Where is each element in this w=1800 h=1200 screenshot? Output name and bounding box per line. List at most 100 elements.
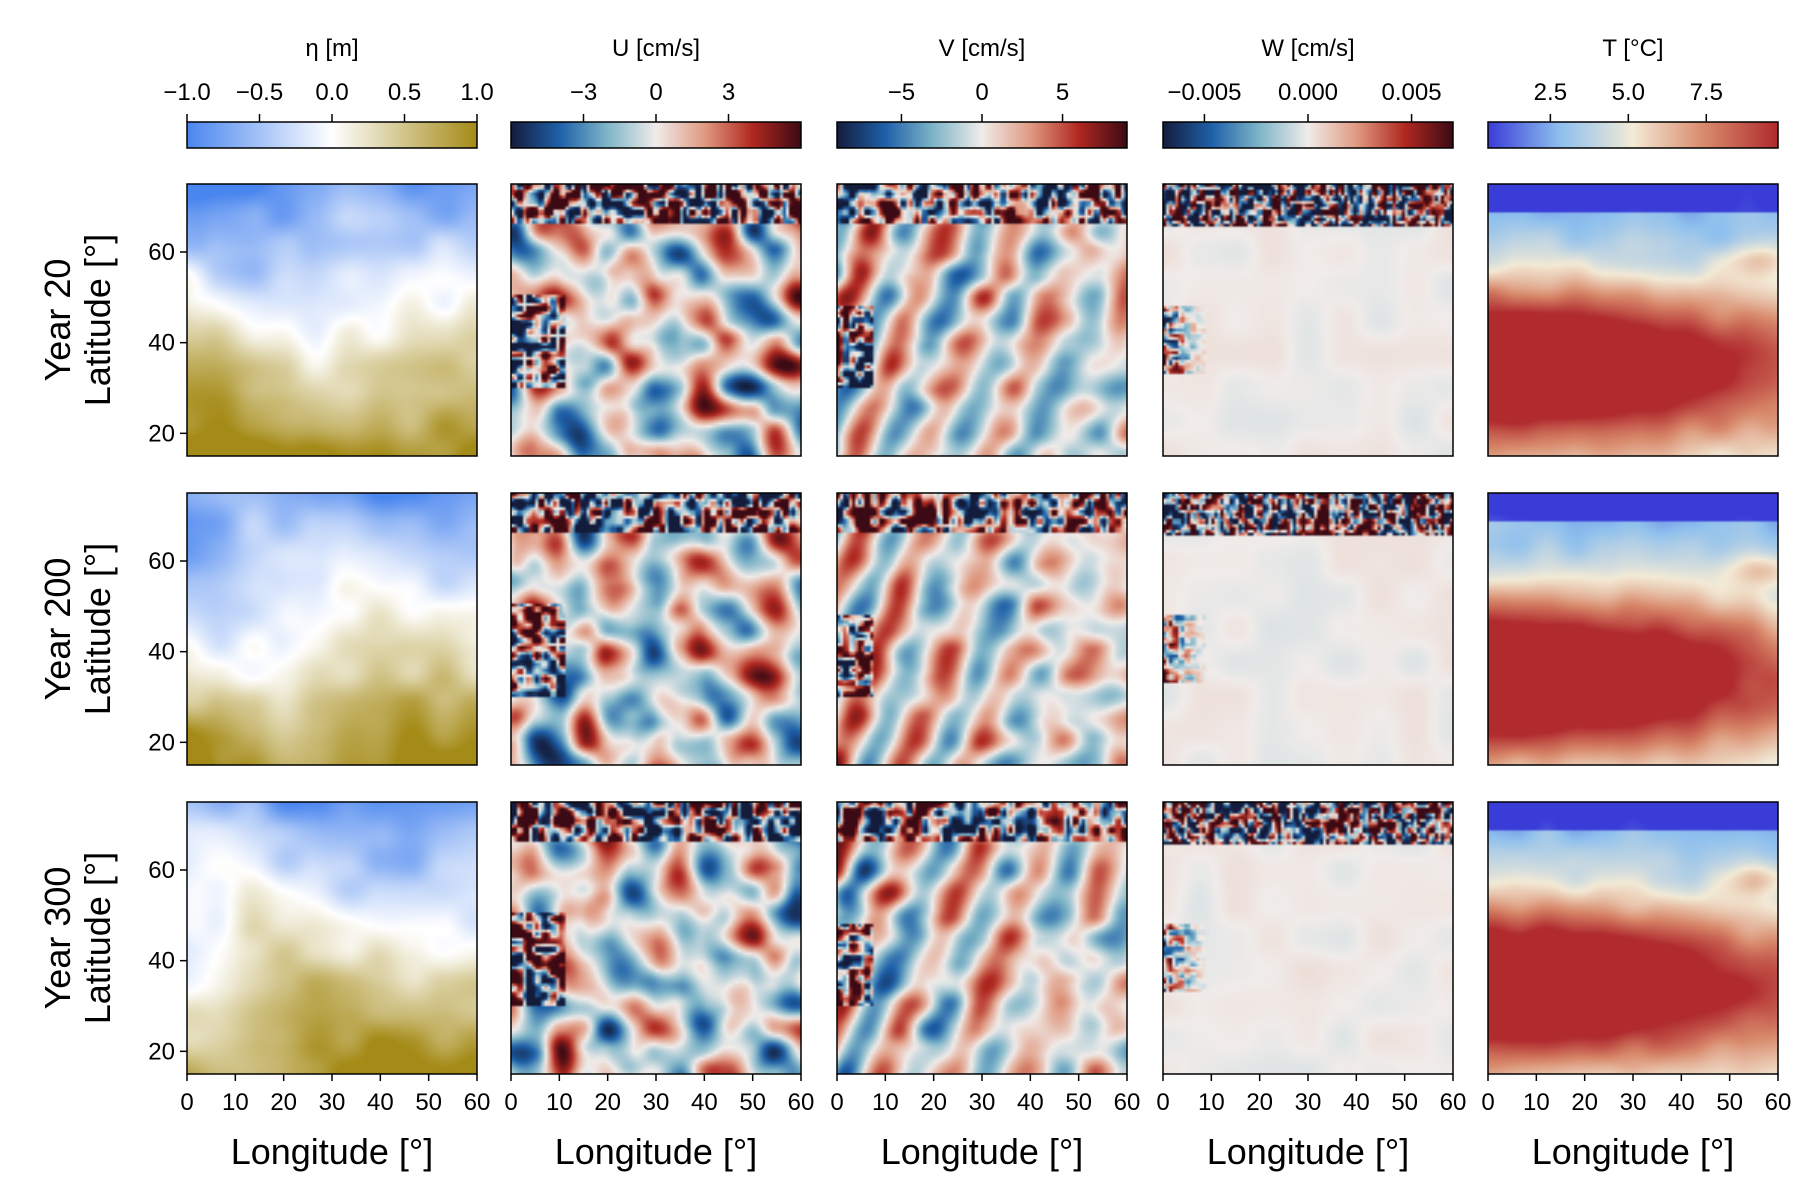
colorbar [1487, 121, 1779, 149]
y-tick-label: 60 [148, 857, 175, 884]
colorbar-tick-label: −0.005 [1167, 79, 1241, 106]
heatmap-frame [836, 183, 1128, 457]
y-tick-label: 60 [148, 239, 175, 266]
y-tick-label: 20 [148, 729, 175, 756]
x-tick-label: 10 [546, 1089, 573, 1116]
x-tick-label: 20 [594, 1089, 621, 1116]
colorbar-tick-label: 5 [1056, 79, 1069, 106]
x-tick-label: 50 [1391, 1089, 1418, 1116]
y-tick-label: 60 [148, 548, 175, 575]
colorbar [1162, 121, 1454, 149]
heatmap-image [837, 184, 1127, 456]
heatmap-image [187, 493, 477, 765]
y-axis-label: Latitude [°] [77, 543, 118, 716]
x-axis-label: Longitude [°] [881, 1131, 1084, 1172]
x-tick-label: 0 [504, 1089, 517, 1116]
x-axis-label: Longitude [°] [231, 1131, 434, 1172]
x-tick-label: 40 [1668, 1089, 1695, 1116]
colorbar-tick-label: 7.5 [1690, 79, 1723, 106]
heatmap-frame [510, 183, 802, 457]
x-tick-label: 60 [1765, 1089, 1792, 1116]
x-axis-label: Longitude [°] [555, 1131, 758, 1172]
x-axis-label: Longitude [°] [1207, 1131, 1410, 1172]
heatmap-image [1488, 802, 1778, 1074]
heatmap-image [1163, 184, 1453, 456]
x-tick-label: 40 [691, 1089, 718, 1116]
heatmap-image [837, 493, 1127, 765]
x-tick-label: 30 [319, 1089, 346, 1116]
heatmap-frame [1162, 183, 1454, 457]
panel-column-4: T [°C] 2.5 5.0 7.5 0 10 20 30 40 50 60 Longitude [°… [1481, 35, 1791, 1172]
heatmap-image [511, 184, 801, 456]
heatmap-image [511, 802, 801, 1074]
x-tick-label: 40 [367, 1089, 394, 1116]
y-tick-label: 20 [148, 420, 175, 447]
heatmap-frame [510, 492, 802, 766]
colorbar-tick-label: 1.0 [460, 79, 493, 106]
heatmap-frame [1162, 492, 1454, 766]
x-tick-label: 60 [1114, 1089, 1141, 1116]
x-tick-label: 50 [1065, 1089, 1092, 1116]
heatmap-image [187, 802, 477, 1074]
x-tick-label: 10 [872, 1089, 899, 1116]
colorbar [186, 121, 478, 149]
colorbar [836, 121, 1128, 149]
y-tick-label: 40 [148, 948, 175, 975]
colorbar-tick-label: −5 [888, 79, 915, 106]
y-axis-label: Latitude [°] [77, 852, 118, 1025]
colorbar-title: V [cm/s] [939, 35, 1026, 62]
y-tick-label: 40 [148, 330, 175, 357]
x-tick-label: 50 [415, 1089, 442, 1116]
x-tick-label: 20 [920, 1089, 947, 1116]
x-tick-label: 60 [464, 1089, 491, 1116]
x-tick-label: 0 [830, 1089, 843, 1116]
heatmap-image [837, 802, 1127, 1074]
colorbar-tick-label: 0.005 [1382, 79, 1442, 106]
x-tick-label: 0 [1481, 1089, 1494, 1116]
heatmap-image [1488, 493, 1778, 765]
x-tick-label: 50 [739, 1089, 766, 1116]
row-label: Year 300 [37, 867, 78, 1010]
row-label: Year 20 [37, 259, 78, 382]
colorbar-title: U [cm/s] [612, 35, 700, 62]
colorbar-tick-label: −1.0 [163, 79, 210, 106]
colorbar [510, 121, 802, 149]
x-tick-label: 40 [1017, 1089, 1044, 1116]
x-tick-label: 20 [1571, 1089, 1598, 1116]
y-tick-label: 40 [148, 639, 175, 666]
colorbar-tick-label: 0 [649, 79, 662, 106]
colorbar-tick-label: 3 [722, 79, 735, 106]
x-tick-label: 30 [1295, 1089, 1322, 1116]
colorbar-tick-label: 0 [975, 79, 988, 106]
colorbar-tick-label: 0.5 [388, 79, 421, 106]
heatmap-image [1163, 802, 1453, 1074]
x-tick-label: 10 [1198, 1089, 1225, 1116]
heatmap-image [511, 493, 801, 765]
x-tick-label: 20 [270, 1089, 297, 1116]
heatmap-image [1488, 184, 1778, 456]
y-axis-label: Latitude [°] [77, 234, 118, 407]
heatmap-image [1163, 493, 1453, 765]
x-tick-label: 0 [1156, 1089, 1169, 1116]
row-label: Year 200 [37, 558, 78, 701]
heatmap-frame [836, 492, 1128, 766]
colorbar-tick-label: 2.5 [1534, 79, 1567, 106]
heatmap-frame [186, 183, 478, 457]
x-tick-label: 10 [1523, 1089, 1550, 1116]
colorbar-tick-label: −3 [570, 79, 597, 106]
colorbar-title: η [m] [305, 35, 358, 62]
colorbar-tick-label: −0.5 [236, 79, 283, 106]
heatmap-image [187, 184, 477, 456]
x-tick-label: 10 [222, 1089, 249, 1116]
heatmap-frame [1487, 183, 1779, 457]
x-tick-label: 0 [180, 1089, 193, 1116]
x-tick-label: 30 [1620, 1089, 1647, 1116]
colorbar-title: T [°C] [1602, 35, 1663, 62]
x-tick-label: 50 [1716, 1089, 1743, 1116]
heatmap-frame [186, 492, 478, 766]
y-tick-label: 20 [148, 1038, 175, 1065]
